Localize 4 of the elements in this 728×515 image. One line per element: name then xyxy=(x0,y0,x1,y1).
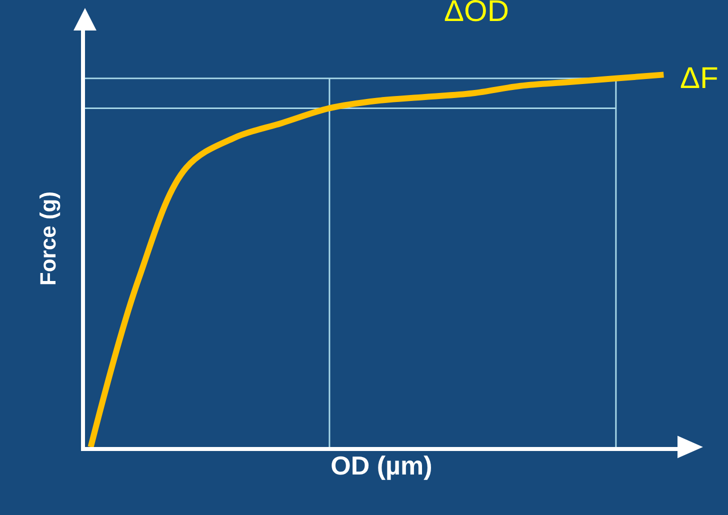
y-axis-title: Force (g) xyxy=(35,191,60,286)
text: ΔOD xyxy=(444,0,510,28)
text: ΔF xyxy=(680,62,718,95)
x-axis-title: OD (µm) xyxy=(330,450,432,481)
